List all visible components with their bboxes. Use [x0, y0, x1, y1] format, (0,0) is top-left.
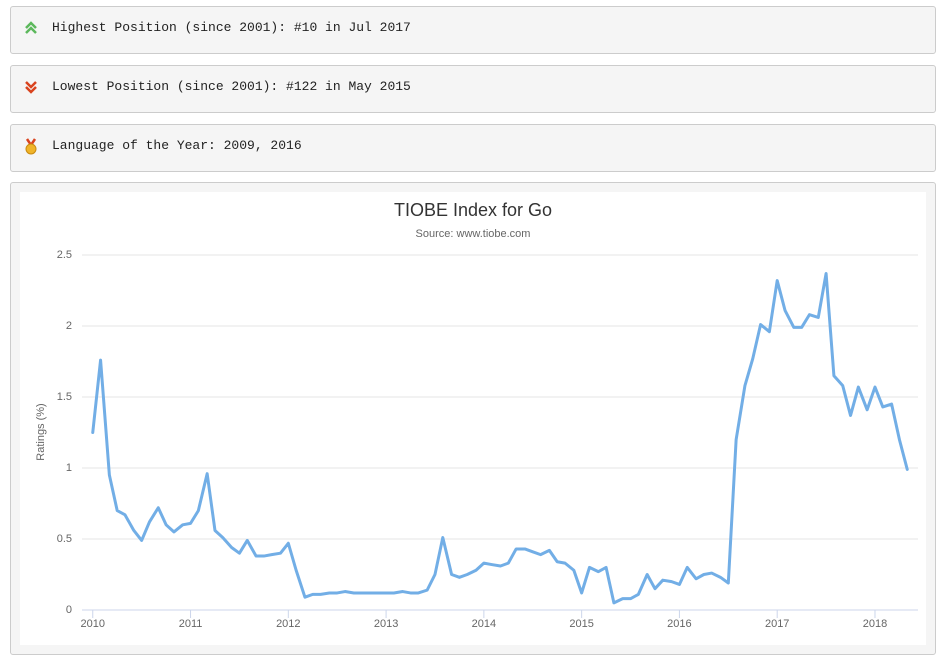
y-tick-label: 1	[66, 462, 72, 474]
x-tick-label: 2018	[863, 618, 887, 630]
y-axis-title: Ratings (%)	[35, 403, 47, 460]
x-tick-label: 2016	[667, 618, 691, 630]
down-icon	[25, 81, 37, 94]
x-tick-label: 2010	[81, 618, 105, 630]
x-tick-label: 2011	[179, 618, 203, 630]
y-tick-label: 0	[66, 604, 72, 616]
x-tick-label: 2014	[472, 618, 496, 630]
highest-box: Highest Position (since 2001): #10 in Ju…	[10, 6, 936, 54]
chart: TIOBE Index for Go Source: www.tiobe.com…	[20, 192, 926, 645]
y-tick-label: 2.5	[57, 249, 72, 261]
y-tick-label: 1.5	[57, 391, 72, 403]
data-line	[91, 271, 909, 605]
lowest-text: Lowest Position (since 2001): #122 in Ma…	[52, 79, 411, 94]
year-box: Language of the Year: 2009, 2016	[10, 124, 936, 172]
chart-title: TIOBE Index for Go	[394, 200, 552, 220]
x-tick-label: 2015	[569, 618, 593, 630]
x-tick-label: 2012	[276, 618, 300, 630]
highest-text: Highest Position (since 2001): #10 in Ju…	[52, 20, 411, 35]
y-tick-label: 0.5	[57, 533, 72, 545]
medal-icon	[25, 138, 37, 155]
x-tick-label: 2013	[374, 618, 398, 630]
chart-subtitle: Source: www.tiobe.com	[416, 228, 531, 240]
lowest-box: Lowest Position (since 2001): #122 in Ma…	[10, 65, 936, 113]
year-text: Language of the Year: 2009, 2016	[52, 138, 302, 153]
x-tick-label: 2017	[765, 618, 789, 630]
y-tick-label: 2	[66, 320, 72, 332]
up-icon	[25, 21, 37, 34]
